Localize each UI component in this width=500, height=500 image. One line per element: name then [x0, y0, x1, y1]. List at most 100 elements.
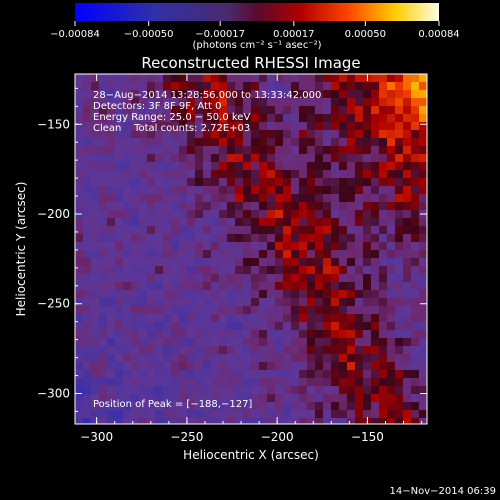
colorbar-tick-label: −0.00084: [50, 29, 100, 40]
heatmap-cell: [187, 106, 196, 115]
heatmap-cell: [155, 122, 164, 131]
heatmap-cell: [219, 386, 228, 395]
heatmap-cell: [355, 386, 364, 395]
heatmap-cell: [163, 210, 172, 219]
heatmap-cell: [275, 322, 284, 331]
heatmap-cell: [283, 146, 292, 155]
heatmap-cell: [83, 90, 92, 99]
heatmap-cell: [179, 290, 188, 299]
heatmap-cell: [275, 282, 284, 291]
heatmap-cell: [267, 98, 276, 107]
heatmap-cell: [227, 346, 236, 355]
heatmap-cell: [179, 226, 188, 235]
heatmap-cell: [195, 242, 204, 251]
heatmap-cell: [379, 298, 388, 307]
heatmap-cell: [363, 290, 372, 299]
heatmap-cell: [251, 98, 260, 107]
heatmap-cell: [355, 346, 364, 355]
heatmap-cell: [99, 378, 108, 387]
heatmap-cell: [187, 306, 196, 315]
heatmap-cell: [75, 186, 84, 195]
heatmap-cell: [211, 234, 220, 243]
heatmap-cell: [235, 122, 244, 131]
heatmap-cell: [275, 138, 284, 147]
heatmap-cell: [115, 162, 124, 171]
heatmap-cell: [299, 250, 308, 259]
heatmap-cell: [163, 394, 172, 403]
heatmap-cell: [163, 154, 172, 163]
heatmap-cell: [211, 266, 220, 275]
heatmap-cell: [99, 178, 108, 187]
heatmap-cell: [203, 250, 212, 259]
heatmap-cell: [315, 410, 324, 419]
heatmap-cell: [411, 202, 420, 211]
heatmap-cell: [171, 194, 180, 203]
heatmap-cell: [107, 186, 116, 195]
heatmap-cell: [419, 418, 427, 424]
heatmap-cell: [147, 138, 156, 147]
heatmap-cell: [123, 370, 132, 379]
colorbar-unit-label: (photons cm⁻² s⁻¹ asec⁻²): [192, 40, 321, 51]
heatmap-cell: [155, 226, 164, 235]
heatmap-cell: [379, 74, 388, 83]
heatmap-cell: [291, 274, 300, 283]
heatmap-cell: [339, 170, 348, 179]
heatmap-cell: [355, 130, 364, 139]
heatmap-cell: [107, 306, 116, 315]
heatmap-cell: [323, 194, 332, 203]
heatmap-cell: [139, 322, 148, 331]
heatmap-cell: [131, 82, 140, 91]
heatmap-cell: [267, 154, 276, 163]
heatmap-cell: [347, 266, 356, 275]
heatmap-cell: [283, 218, 292, 227]
heatmap-cell: [75, 370, 84, 379]
heatmap-cell: [107, 82, 116, 91]
heatmap-cell: [147, 402, 156, 411]
heatmap-cell: [275, 370, 284, 379]
heatmap-cell: [211, 298, 220, 307]
heatmap-cell: [99, 314, 108, 323]
heatmap-cell: [411, 258, 420, 267]
heatmap-cell: [195, 226, 204, 235]
heatmap-cell: [355, 138, 364, 147]
heatmap-cell: [379, 282, 388, 291]
heatmap-cell: [411, 138, 420, 147]
heatmap-cell: [347, 250, 356, 259]
heatmap-cell: [83, 298, 92, 307]
heatmap-cell: [107, 362, 116, 371]
heatmap-cell: [123, 218, 132, 227]
heatmap-cell: [267, 346, 276, 355]
heatmap-cell: [403, 138, 412, 147]
heatmap-cell: [123, 82, 132, 91]
heatmap-cell: [99, 114, 108, 123]
heatmap-cell: [139, 410, 148, 419]
heatmap-cell: [307, 82, 316, 91]
heatmap-cell: [155, 402, 164, 411]
heatmap-cell: [315, 90, 324, 99]
heatmap-cell: [339, 162, 348, 171]
heatmap-cell: [75, 290, 84, 299]
heatmap-cell: [387, 242, 396, 251]
heatmap-cell: [99, 386, 108, 395]
heatmap-cell: [195, 170, 204, 179]
heatmap-cell: [371, 226, 380, 235]
heatmap-cell: [75, 274, 84, 283]
heatmap-cell: [83, 330, 92, 339]
heatmap-cell: [75, 122, 84, 131]
heatmap-cell: [155, 138, 164, 147]
heatmap-cell: [163, 138, 172, 147]
heatmap-cell: [291, 234, 300, 243]
heatmap-cell: [179, 386, 188, 395]
heatmap-cell: [147, 130, 156, 139]
heatmap-cell: [203, 242, 212, 251]
heatmap-cell: [91, 162, 100, 171]
heatmap-cell: [291, 98, 300, 107]
heatmap-cell: [339, 378, 348, 387]
heatmap-cell: [251, 250, 260, 259]
plot-frame: [74, 73, 428, 425]
heatmap-cell: [299, 114, 308, 123]
heatmap-cell: [187, 314, 196, 323]
heatmap-cell: [155, 346, 164, 355]
heatmap-cell: [163, 114, 172, 123]
heatmap-cell: [75, 90, 84, 99]
